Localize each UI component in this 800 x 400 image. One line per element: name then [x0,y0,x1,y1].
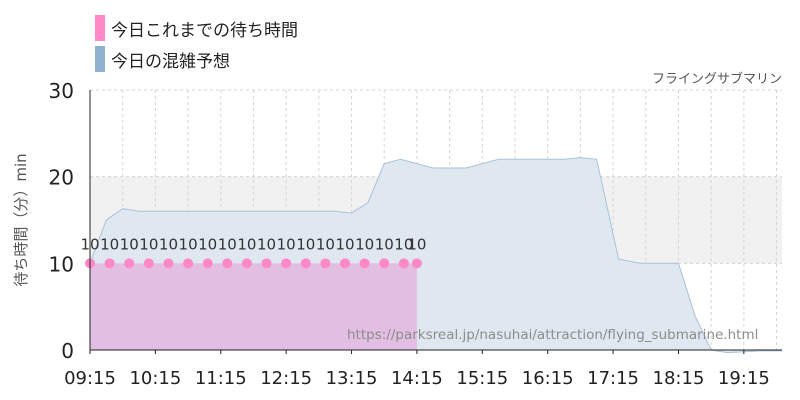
actual-point [261,258,272,269]
source-url: https://parksreal.jp/nasuhai/attraction/… [347,327,759,343]
legend-item-forecast: 今日の混雑予想 [95,45,230,73]
data-label: 10 [394,235,413,253]
x-tick-label: 16:15 [522,368,574,389]
actual-point [202,258,213,269]
data-label: 10 [277,235,296,253]
y-tick-label: 10 [49,252,74,276]
legend-label-actual: 今日これまでの待ち時間 [111,20,298,41]
data-label: 10 [139,235,158,253]
data-label: 10 [218,235,237,253]
actual-point [163,258,174,269]
y-tick-label: 30 [49,79,74,103]
data-label: 10 [120,235,139,253]
legend-swatch-actual [95,15,105,41]
legend-label-forecast: 今日の混雑予想 [111,51,230,72]
actual-point [340,258,351,269]
y-tick-label: 20 [49,166,74,190]
data-label: 10 [375,235,394,253]
data-label: 10 [179,235,198,253]
x-tick-label: 13:15 [326,368,378,389]
forecast-line [89,157,782,354]
y-tick-label: 0 [61,339,74,363]
actual-point [411,258,422,269]
x-tick-label: 11:15 [195,368,247,389]
legend-item-actual: 今日これまでの待ち時間 [95,14,298,42]
actual-point [359,258,370,269]
data-label: 10 [407,235,426,253]
data-label: 10 [237,235,256,253]
actual-point [104,258,115,269]
actual-point [241,258,252,269]
actual-point [183,258,194,269]
x-tick-label: 10:15 [129,368,181,389]
data-label: 10 [159,235,178,253]
legend-swatch-forecast [95,46,105,72]
x-tick-label: 12:15 [260,368,312,389]
actual-point [379,258,390,269]
actual-point [300,258,311,269]
attraction-name: フライングサブマリン [651,72,782,87]
x-tick-label: 19:15 [718,368,770,389]
data-label: 10 [257,235,276,253]
data-label: 10 [198,235,217,253]
x-tick-label: 15:15 [456,368,508,389]
data-label: 10 [100,235,119,253]
x-tick-label: 18:15 [653,368,705,389]
data-label: 10 [316,235,335,253]
actual-point [222,258,233,269]
x-tick-label: 14:15 [391,368,443,389]
actual-point [398,258,409,269]
data-label: 10 [296,235,315,253]
actual-point [124,258,135,269]
x-tick-label: 09:15 [64,368,116,389]
x-tick-label: 17:15 [587,368,639,389]
data-label: 10 [355,235,374,253]
actual-point [320,258,331,269]
actual-point [281,258,292,269]
data-label: 10 [335,235,354,253]
actual-area [90,263,417,350]
actual-point [143,258,154,269]
y-axis-label: 待ち時間（分）min [12,153,30,286]
